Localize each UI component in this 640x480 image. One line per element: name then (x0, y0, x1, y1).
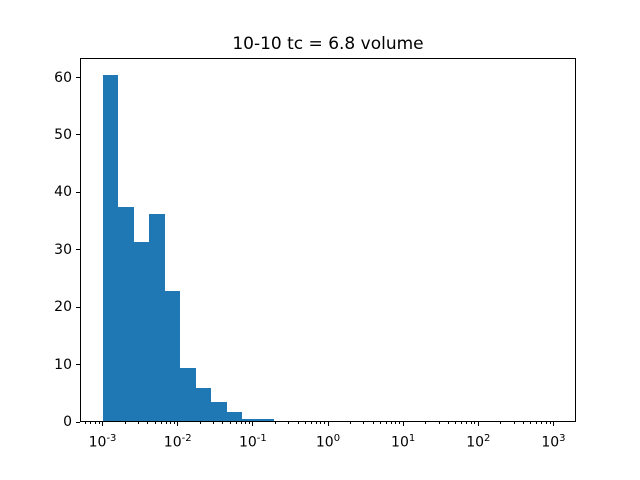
x-minor-tick (85, 422, 87, 424)
x-minor-tick (222, 422, 224, 424)
y-tick (76, 421, 80, 423)
y-tick (76, 306, 80, 308)
x-minor-tick (90, 422, 92, 424)
x-minor-tick (523, 422, 525, 424)
histogram-bar (164, 291, 181, 422)
x-minor-tick (297, 422, 299, 424)
x-minor-tick (94, 422, 96, 424)
x-minor-tick (235, 422, 237, 424)
x-minor-tick (372, 422, 374, 424)
histogram-bar (304, 421, 321, 422)
x-major-tick (477, 422, 479, 426)
y-tick (76, 249, 80, 251)
y-tick-label: 40 (54, 184, 72, 201)
x-minor-tick (470, 422, 472, 424)
x-minor-tick (425, 422, 427, 424)
histogram-bar (118, 207, 134, 422)
y-tick (76, 77, 80, 79)
x-minor-tick (160, 422, 162, 424)
x-major-tick (252, 422, 254, 426)
y-tick-label: 0 (63, 414, 72, 430)
x-tick-label: 10-2 (163, 433, 192, 451)
x-minor-tick (474, 422, 476, 424)
y-tick (76, 191, 80, 193)
x-minor-tick (466, 422, 468, 424)
x-tick-label: 102 (466, 433, 491, 451)
x-minor-tick (169, 422, 171, 424)
x-minor-tick (213, 422, 215, 424)
y-tick-label: 20 (54, 299, 72, 316)
x-major-tick (177, 422, 179, 426)
x-minor-tick (500, 422, 502, 424)
x-minor-tick (438, 422, 440, 424)
x-major-tick (102, 422, 104, 426)
x-minor-tick (240, 422, 242, 424)
chart-title: 10-10 tc = 6.8 volume (232, 34, 424, 54)
x-minor-tick (98, 422, 100, 424)
x-tick-label: 10-1 (238, 433, 267, 451)
x-minor-tick (245, 422, 247, 424)
histogram-bar (149, 213, 165, 422)
x-minor-tick (147, 422, 149, 424)
y-tick-label: 60 (54, 69, 72, 86)
x-tick-label: 100 (315, 433, 341, 451)
x-minor-tick (380, 422, 382, 424)
x-minor-tick (455, 422, 457, 424)
x-minor-tick (310, 422, 312, 424)
y-tick-label: 10 (54, 356, 72, 373)
x-minor-tick (124, 422, 126, 424)
x-minor-tick (363, 422, 365, 424)
x-tick-label: 10-3 (88, 433, 117, 451)
y-tick (76, 364, 80, 366)
x-major-tick (402, 422, 404, 426)
histogram-bar (133, 242, 150, 422)
x-minor-tick (549, 422, 551, 424)
x-minor-tick (399, 422, 401, 424)
x-minor-tick (461, 422, 463, 424)
histogram-bar (211, 401, 227, 422)
x-minor-tick (536, 422, 538, 424)
x-minor-tick (395, 422, 397, 424)
histogram-bar (258, 419, 274, 422)
x-tick-label: 103 (541, 433, 566, 451)
x-minor-tick (199, 422, 201, 424)
x-minor-tick (173, 422, 175, 424)
histogram-bar (226, 412, 243, 422)
histogram-bar (195, 387, 212, 422)
x-tick-label: 101 (391, 433, 416, 451)
x-minor-tick (288, 422, 290, 424)
x-minor-tick (165, 422, 167, 424)
x-minor-tick (324, 422, 326, 424)
y-tick (76, 134, 80, 136)
x-minor-tick (350, 422, 352, 424)
x-minor-tick (229, 422, 231, 424)
histogram-bar (242, 419, 259, 422)
x-minor-tick (530, 422, 532, 424)
x-minor-tick (513, 422, 515, 424)
x-minor-tick (391, 422, 392, 424)
x-major-tick (552, 422, 554, 426)
histogram-bar (102, 75, 119, 422)
y-tick-label: 30 (54, 241, 72, 258)
x-minor-tick (154, 422, 156, 424)
x-minor-tick (137, 422, 139, 424)
x-minor-tick (248, 422, 250, 424)
x-minor-tick (541, 422, 543, 424)
histogram-bar (180, 368, 196, 422)
y-tick-label: 50 (54, 126, 72, 143)
x-minor-tick (447, 422, 449, 424)
x-minor-tick (545, 422, 547, 424)
x-major-tick (327, 422, 329, 426)
x-minor-tick (304, 422, 306, 424)
x-minor-tick (385, 422, 387, 424)
x-minor-tick (320, 422, 322, 424)
x-minor-tick (274, 422, 276, 424)
x-minor-tick (315, 422, 317, 424)
